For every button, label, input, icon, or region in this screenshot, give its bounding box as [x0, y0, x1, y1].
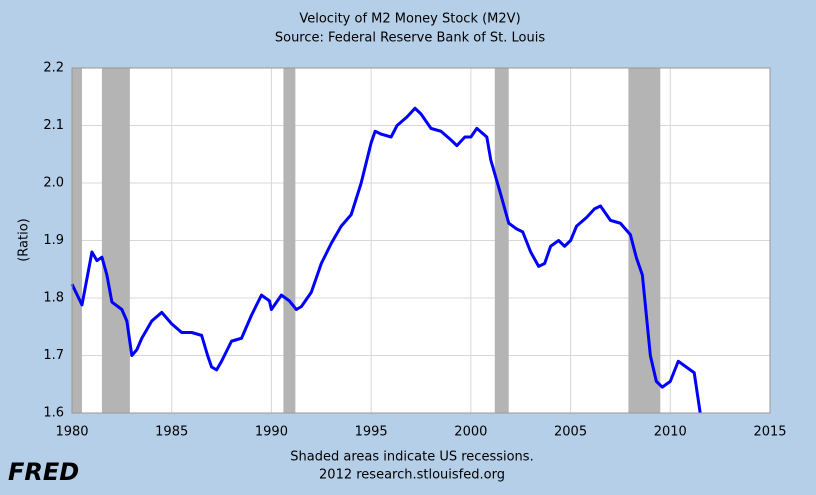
note: Shaded areas indicate US recessions. — [290, 450, 533, 465]
x-tick-label: 1980 — [55, 425, 88, 440]
chart-title: Velocity of M2 Money Stock (M2V) — [299, 12, 520, 27]
y-tick-label: 1.9 — [43, 233, 64, 248]
x-tick-label: 1985 — [155, 425, 188, 440]
y-tick-label: 1.8 — [43, 291, 64, 306]
logo: FRED — [8, 458, 79, 486]
x-tick-label: 2005 — [554, 425, 587, 440]
y-tick-label: 2.0 — [43, 176, 64, 191]
y-tick-label: 1.6 — [43, 406, 64, 421]
chart-subtitle: Source: Federal Reserve Bank of St. Loui… — [275, 31, 545, 46]
x-tick-label: 1995 — [355, 425, 388, 440]
line-series — [70, 106, 702, 414]
y-tick-label: 2.1 — [43, 118, 64, 133]
x-tick-label: 2000 — [454, 425, 487, 440]
recession-band — [283, 68, 296, 413]
plot-border — [71, 67, 771, 414]
x-tick-label: 2015 — [753, 425, 786, 440]
recession-band — [101, 68, 130, 413]
credit: 2012 research.stlouisfed.org — [319, 468, 505, 483]
recession-band — [628, 68, 661, 413]
recession-band — [72, 68, 82, 413]
x-tick-label: 2010 — [654, 425, 687, 440]
recession-band — [494, 68, 509, 413]
y-axis-label: (Ratio) — [17, 218, 32, 262]
x-tick-label: 1990 — [255, 425, 288, 440]
y-tick-label: 2.2 — [43, 61, 64, 76]
y-tick-label: 1.7 — [43, 348, 64, 363]
